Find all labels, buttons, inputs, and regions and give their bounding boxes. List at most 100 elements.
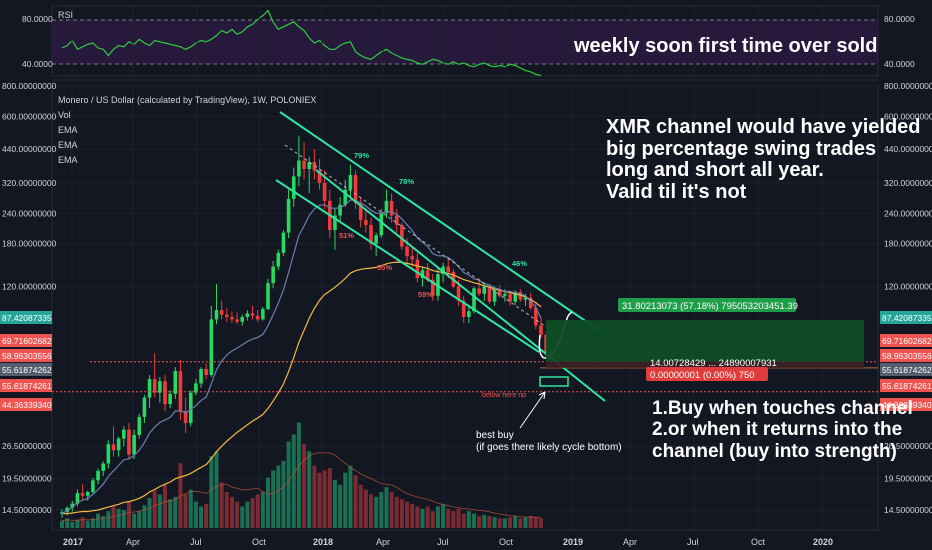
chart-title: Monero / US Dollar (calculated by Tradin… [58, 95, 317, 105]
candle-body [307, 161, 311, 169]
volume-bar [90, 518, 95, 528]
candle-body [101, 463, 105, 471]
volume-bar [96, 513, 101, 528]
volume-bar [286, 441, 291, 528]
price-tag-left-label: 87.42087335 [2, 313, 52, 323]
candle-body [91, 480, 95, 492]
y-tick-label: 600.00000000 [884, 111, 932, 121]
candle-body [487, 286, 492, 302]
volume-bar [425, 506, 430, 528]
candle-body [431, 279, 435, 296]
swing-percent-label: 55% [377, 263, 392, 272]
y-tick-label: 440.00000000 [884, 144, 932, 154]
swing-percent-label: 51% [339, 231, 354, 240]
candle-body [369, 224, 373, 244]
axes: 80.0000 40.0000 80.0000 40.0000 800.00000000… [0, 14, 932, 547]
candle-body [209, 319, 214, 375]
candle-body [111, 444, 116, 451]
volume-bar [477, 516, 482, 528]
candle-body [271, 266, 275, 284]
volume-bar [214, 451, 219, 528]
volume-bar [399, 499, 404, 528]
candle-body [163, 381, 167, 405]
volume-bar [132, 513, 137, 528]
candle-body [322, 182, 327, 201]
candle-body [132, 434, 136, 455]
volume-bar [430, 511, 435, 528]
y-tick-label: 320.00000000 [884, 178, 932, 188]
volume-bar [405, 501, 410, 528]
volume-bar [250, 498, 255, 528]
volume-bar [255, 494, 260, 528]
volume-bar [363, 489, 368, 528]
price-tag-right [880, 334, 932, 347]
price-tag-left-label: 55.61874262 [2, 365, 52, 375]
rsi-panel [51, 5, 879, 77]
price-tag-right [880, 349, 932, 362]
long-box-label: 31.80213073 (57.18%) 795053203451.39 [622, 301, 798, 312]
candle-body [410, 256, 414, 260]
price-tag-right-label: 87.42087335 [882, 313, 932, 323]
candle-body [70, 503, 75, 508]
pointer-arrow [519, 391, 546, 429]
volume-bar [60, 520, 64, 528]
candle-body [255, 315, 260, 320]
short-box-label: 0.00000001 (0.00%) 750 [650, 370, 755, 381]
candle-body [168, 393, 172, 405]
volume-bar [193, 501, 198, 528]
x-tick-label: Apr [376, 537, 390, 547]
volume-bar [173, 496, 178, 528]
volume-bar [85, 520, 90, 528]
volume-bar [389, 492, 394, 528]
volume-bar [327, 468, 332, 528]
volume-bar [353, 475, 358, 528]
candle-body [230, 316, 234, 320]
volume-bar [245, 501, 250, 528]
volume-bar [487, 516, 492, 528]
volume-bar [369, 494, 373, 528]
price-tag-left-label: 58.96303556 [2, 351, 52, 361]
candle-body [467, 311, 471, 317]
volume-bar [168, 499, 173, 528]
y-tick-label: 19.50000000 [2, 474, 52, 484]
indicator-ema-label: EMA [58, 155, 78, 165]
volume-bar [456, 508, 461, 528]
volume-bar [394, 496, 399, 528]
volume-bar [271, 470, 276, 528]
candle-body [534, 307, 538, 326]
volume-bar [518, 518, 523, 528]
y-tick-label: 26.50000000 [2, 441, 52, 451]
x-tick-label: Oct [751, 537, 766, 547]
price-tag-left-label: 55.61874261 [2, 381, 52, 391]
candle-body [420, 270, 425, 279]
candle-body [297, 160, 301, 177]
candle-body [75, 493, 80, 504]
candle-body [415, 259, 420, 279]
candle-body [194, 383, 198, 393]
volume-bar [348, 465, 353, 528]
candle-body [405, 246, 409, 257]
volume-bar [101, 516, 106, 528]
volume-bar [142, 505, 147, 528]
volume-bar [137, 511, 142, 528]
price-tag-right-label: 58.96303556 [882, 351, 932, 361]
short-box-mid-label: 14.00728429 ... 24890007931 [650, 358, 777, 369]
candle-body [240, 316, 245, 322]
ema-long-line [62, 261, 542, 515]
candle-body [539, 325, 543, 335]
volume-bar [147, 498, 152, 528]
candle-body [152, 379, 157, 393]
y-tick-label: 320.00000000 [2, 178, 57, 188]
candle-body [137, 416, 142, 435]
volume-bar [183, 494, 188, 528]
volume-bar [296, 422, 301, 528]
x-tick-label: 2019 [563, 537, 583, 547]
x-tick-label: Jul [437, 537, 449, 547]
y-tick-label: 240.00000000 [2, 208, 57, 218]
candle-body [142, 397, 147, 417]
volume-bar [276, 465, 281, 528]
y-tick-label: 180.00000000 [2, 239, 57, 249]
annotation-line: long and short all year. [606, 159, 824, 182]
annotation-best-buy: best buy (if goes there likely cycle bot… [476, 430, 622, 454]
